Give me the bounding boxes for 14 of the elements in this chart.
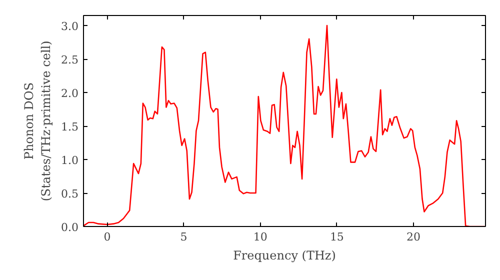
x-tick-label: 15 [330, 230, 344, 244]
y-axis-title: Phonon DOS (States/THz·primitive cell) [22, 40, 54, 202]
y-tick-label: 1.0 [61, 154, 79, 168]
x-tick-label: 0 [104, 230, 111, 244]
x-tick-label: 10 [253, 230, 268, 244]
x-tick-label: 20 [406, 230, 421, 244]
y-tick-label: 3.0 [61, 20, 79, 34]
y-tick-label: 2.0 [61, 87, 79, 100]
x-tick-label: 5 [180, 230, 188, 244]
y-tick-label: 1.5 [61, 120, 79, 134]
x-axis-title: Frequency (THz) [233, 248, 336, 262]
y-tick-label: 2.5 [61, 54, 79, 67]
y-tick-label: 0.0 [61, 221, 79, 234]
y-tick-label: 0.5 [61, 188, 79, 201]
